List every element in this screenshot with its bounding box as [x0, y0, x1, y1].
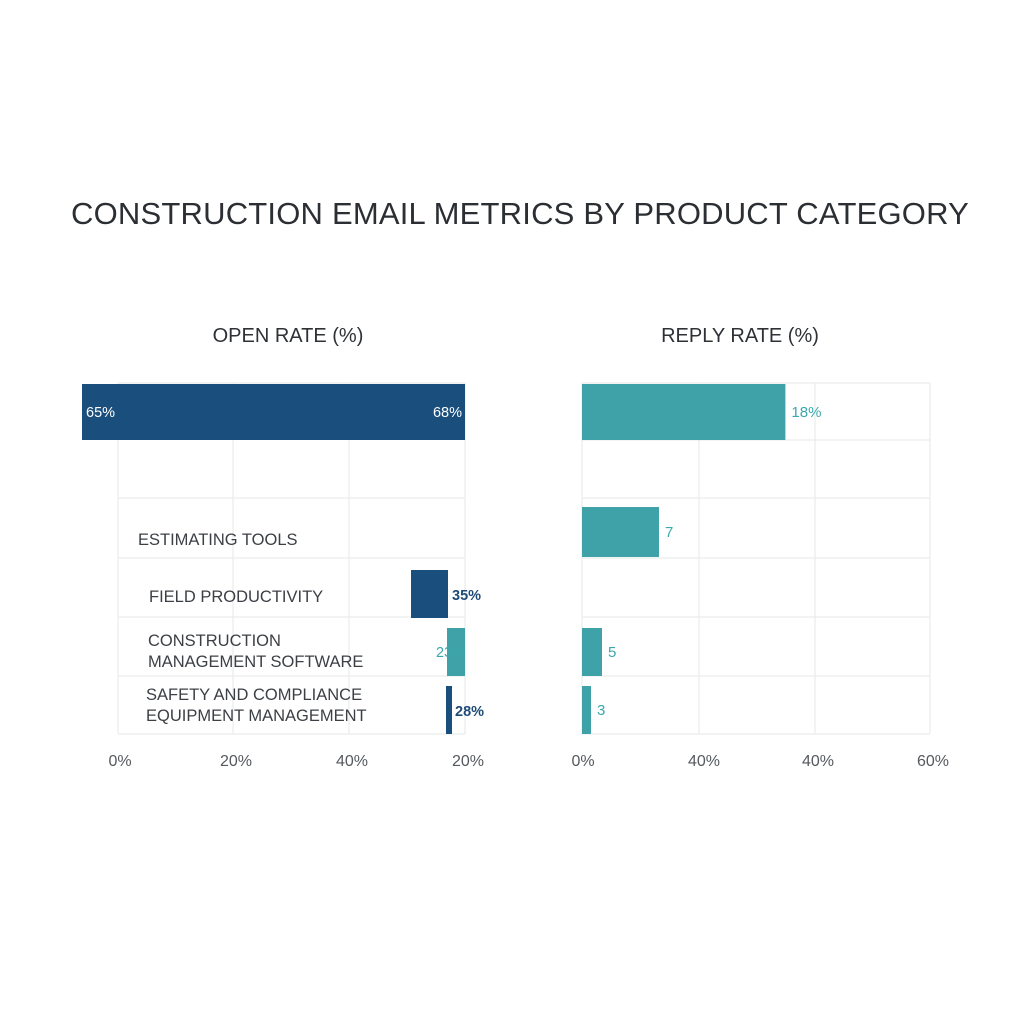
open-x-tick-label: 40%	[336, 753, 368, 770]
open-rate-panel-title: OPEN RATE (%)	[213, 325, 364, 347]
open-bar	[82, 384, 465, 440]
reply-bar-value-label: 5	[608, 644, 616, 661]
open-bar-value-label: 35%	[452, 588, 481, 604]
open-bar	[447, 628, 465, 676]
category-label: SAFETY AND COMPLIANCE	[146, 686, 362, 704]
reply-x-tick-label: 0%	[571, 753, 594, 770]
chart-title: CONSTRUCTION EMAIL METRICS BY PRODUCT CA…	[71, 196, 969, 231]
category-label: FIELD PRODUCTIVITY	[149, 588, 323, 606]
reply-x-tick-label: 40%	[802, 753, 834, 770]
reply-bar	[582, 686, 591, 734]
reply-bar	[582, 384, 786, 440]
open-x-tick-label: 0%	[108, 753, 131, 770]
category-label: ESTIMATING TOOLS	[138, 531, 298, 549]
reply-x-tick-label: 40%	[688, 753, 720, 770]
reply-bar	[582, 628, 602, 676]
category-label: CONSTRUCTION	[148, 632, 281, 650]
category-label: MANAGEMENT SOFTWARE	[148, 653, 363, 671]
open-bar-value-label: 68%	[433, 405, 462, 421]
reply-bar-value-label: 18%	[791, 404, 821, 421]
open-x-tick-label: 20%	[220, 753, 252, 770]
reply-rate-panel-title: REPLY RATE (%)	[661, 325, 819, 347]
open-bar-value-label: 65%	[86, 405, 115, 421]
reply-bar-value-label: 7	[665, 524, 673, 541]
category-label: EQUIPMENT MANAGEMENT	[146, 707, 367, 725]
open-bar-value-label: 23%	[436, 645, 465, 661]
open-bar	[446, 686, 452, 734]
open-x-tick-label: 20%	[452, 753, 484, 770]
open-bar-value-label: 28%	[455, 704, 484, 720]
reply-bar-value-label: 3	[597, 702, 605, 719]
reply-bar	[582, 507, 659, 557]
open-bar	[411, 570, 448, 618]
reply-x-tick-label: 60%	[917, 753, 949, 770]
